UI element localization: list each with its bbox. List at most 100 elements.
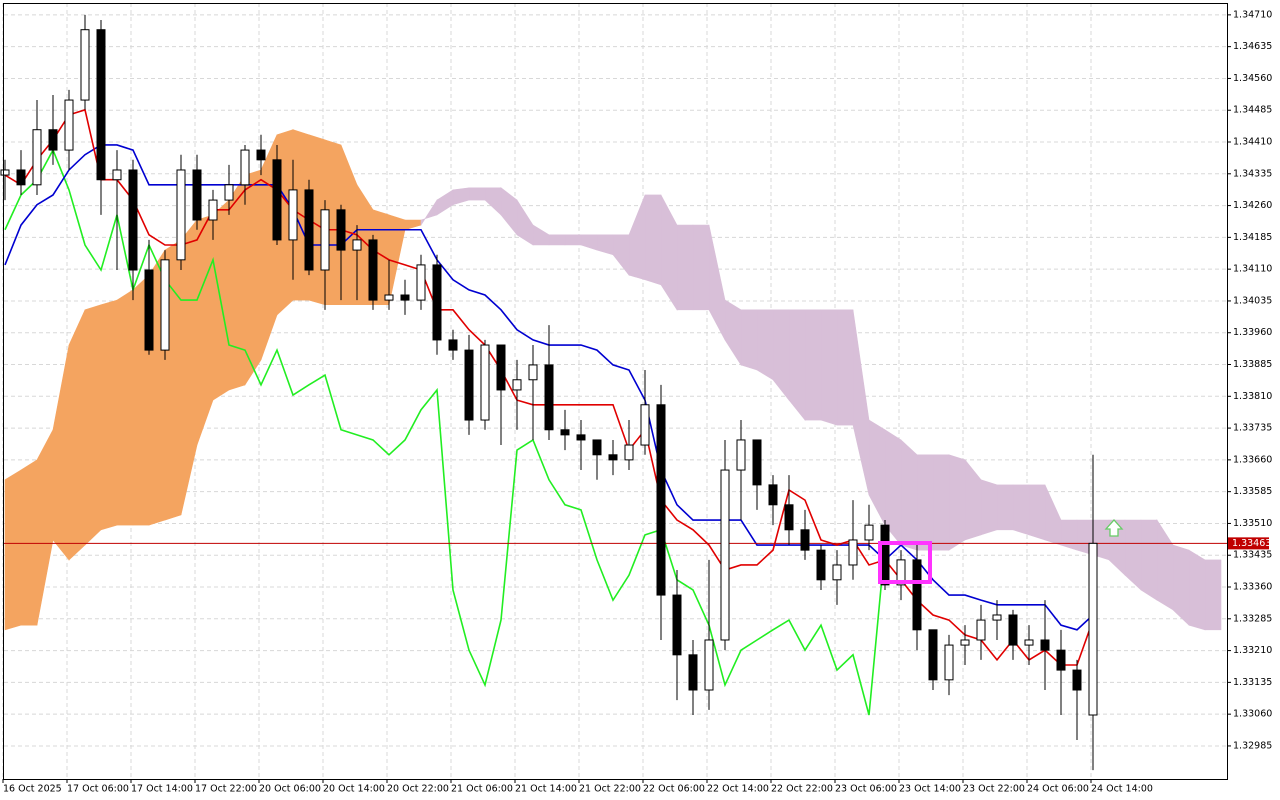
candle-body bbox=[368, 239, 378, 301]
cloud bbox=[84, 304, 102, 546]
cloud bbox=[836, 309, 854, 426]
candle-body bbox=[256, 149, 266, 161]
cloud bbox=[1188, 549, 1206, 631]
x-tick-label: 17 Oct 14:00 bbox=[131, 784, 193, 795]
x-tick-label: 22 Oct 06:00 bbox=[643, 784, 705, 795]
candle-body bbox=[64, 99, 74, 151]
candle-body bbox=[560, 429, 570, 436]
candle-body bbox=[736, 439, 746, 471]
y-tick-label: 1.33585 bbox=[1233, 486, 1272, 497]
candle-body bbox=[688, 654, 698, 691]
y-tick-label: 1.33660 bbox=[1233, 454, 1272, 465]
y-tick-label: 1.33135 bbox=[1233, 677, 1272, 688]
candle-body bbox=[192, 169, 202, 221]
highlight-box bbox=[878, 541, 932, 584]
y-tick-label: 1.34560 bbox=[1233, 73, 1272, 84]
y-tick-label: 1.33735 bbox=[1233, 423, 1272, 434]
cloud bbox=[1140, 519, 1158, 601]
candle-body bbox=[112, 169, 122, 181]
candle-body bbox=[656, 404, 666, 596]
cloud bbox=[116, 289, 134, 526]
cloud bbox=[740, 309, 758, 371]
candle-body bbox=[496, 344, 506, 391]
candle-body bbox=[912, 559, 922, 631]
candle-body bbox=[944, 644, 954, 681]
candle-body bbox=[928, 629, 938, 681]
y-tick-label: 1.33060 bbox=[1233, 709, 1272, 720]
y-tick-label: 1.33885 bbox=[1233, 359, 1272, 370]
candle-body bbox=[240, 149, 250, 186]
cloud bbox=[1012, 484, 1030, 536]
x-tick-label: 16 Oct 2025 bbox=[3, 784, 62, 795]
candle-body bbox=[992, 614, 1002, 621]
x-tick-label: 22 Oct 14:00 bbox=[707, 784, 769, 795]
cloud bbox=[980, 479, 998, 536]
candle-body bbox=[272, 159, 282, 241]
y-tick-label: 1.34410 bbox=[1233, 137, 1272, 148]
candle-body bbox=[608, 454, 618, 461]
cloud bbox=[788, 309, 806, 421]
candle-body bbox=[784, 504, 794, 531]
x-tick-label: 24 Oct 14:00 bbox=[1091, 784, 1153, 795]
candle-body bbox=[384, 294, 394, 301]
x-tick-label: 17 Oct 06:00 bbox=[67, 784, 129, 795]
x-tick-label: 23 Oct 14:00 bbox=[899, 784, 961, 795]
cloud bbox=[548, 234, 566, 246]
candle-body bbox=[320, 209, 330, 271]
candle-body bbox=[544, 364, 554, 431]
candle-body bbox=[144, 269, 154, 351]
candle-body bbox=[848, 539, 858, 566]
candle-body bbox=[832, 564, 842, 581]
cloud bbox=[468, 187, 486, 201]
candle-body bbox=[592, 439, 602, 456]
x-tick-label: 17 Oct 22:00 bbox=[195, 784, 257, 795]
candle-body bbox=[1024, 639, 1034, 646]
candle-body bbox=[528, 364, 538, 381]
candle-body bbox=[288, 189, 298, 241]
cloud bbox=[644, 194, 662, 286]
buy-arrow bbox=[1104, 519, 1124, 537]
cloud bbox=[1060, 519, 1078, 551]
candle-body bbox=[400, 294, 410, 301]
candle-body bbox=[1056, 649, 1066, 671]
cloud bbox=[820, 309, 838, 426]
cloud bbox=[1204, 559, 1222, 631]
x-tick-label: 21 Oct 14:00 bbox=[515, 784, 577, 795]
x-tick-label: 20 Oct 14:00 bbox=[323, 784, 385, 795]
x-tick-label: 21 Oct 22:00 bbox=[579, 784, 641, 795]
candle-body bbox=[1072, 669, 1082, 691]
y-tick-label: 1.32985 bbox=[1233, 740, 1272, 751]
candle-body bbox=[512, 379, 522, 391]
cloud bbox=[676, 224, 694, 311]
axis-layer: 1.34710 1.34635 1.34560 1.34485 1.34410 1.343… bbox=[2, 9, 1272, 795]
candle-body bbox=[976, 619, 986, 641]
candle-body bbox=[80, 29, 90, 101]
candle-body bbox=[48, 129, 58, 151]
candle-body bbox=[16, 169, 26, 186]
cloud bbox=[916, 454, 934, 551]
candle-body bbox=[1040, 639, 1050, 651]
candle-body bbox=[880, 524, 890, 586]
y-tick-label: 1.34110 bbox=[1233, 264, 1272, 275]
candle-body bbox=[208, 199, 218, 221]
candle-body bbox=[480, 344, 490, 421]
x-tick-label: 20 Oct 06:00 bbox=[259, 784, 321, 795]
last-price-box bbox=[1228, 537, 1269, 550]
candle-body bbox=[96, 29, 106, 181]
candle-body bbox=[448, 339, 458, 351]
y-tick-label: 1.34185 bbox=[1233, 232, 1272, 243]
x-tick-label: 21 Oct 06:00 bbox=[451, 784, 513, 795]
cloud bbox=[756, 309, 774, 381]
y-tick-label: 1.34635 bbox=[1233, 41, 1272, 52]
candle-body bbox=[336, 209, 346, 251]
cloud bbox=[996, 484, 1014, 531]
plot-frame bbox=[3, 3, 1228, 780]
y-tick-label: 1.33510 bbox=[1233, 518, 1272, 529]
x-tick-label: 24 Oct 06:00 bbox=[1027, 784, 1089, 795]
candle-body bbox=[464, 349, 474, 421]
x-tick-label: 23 Oct 06:00 bbox=[835, 784, 897, 795]
cloud bbox=[804, 309, 822, 421]
candle-body bbox=[720, 469, 730, 641]
cloud bbox=[692, 224, 710, 311]
